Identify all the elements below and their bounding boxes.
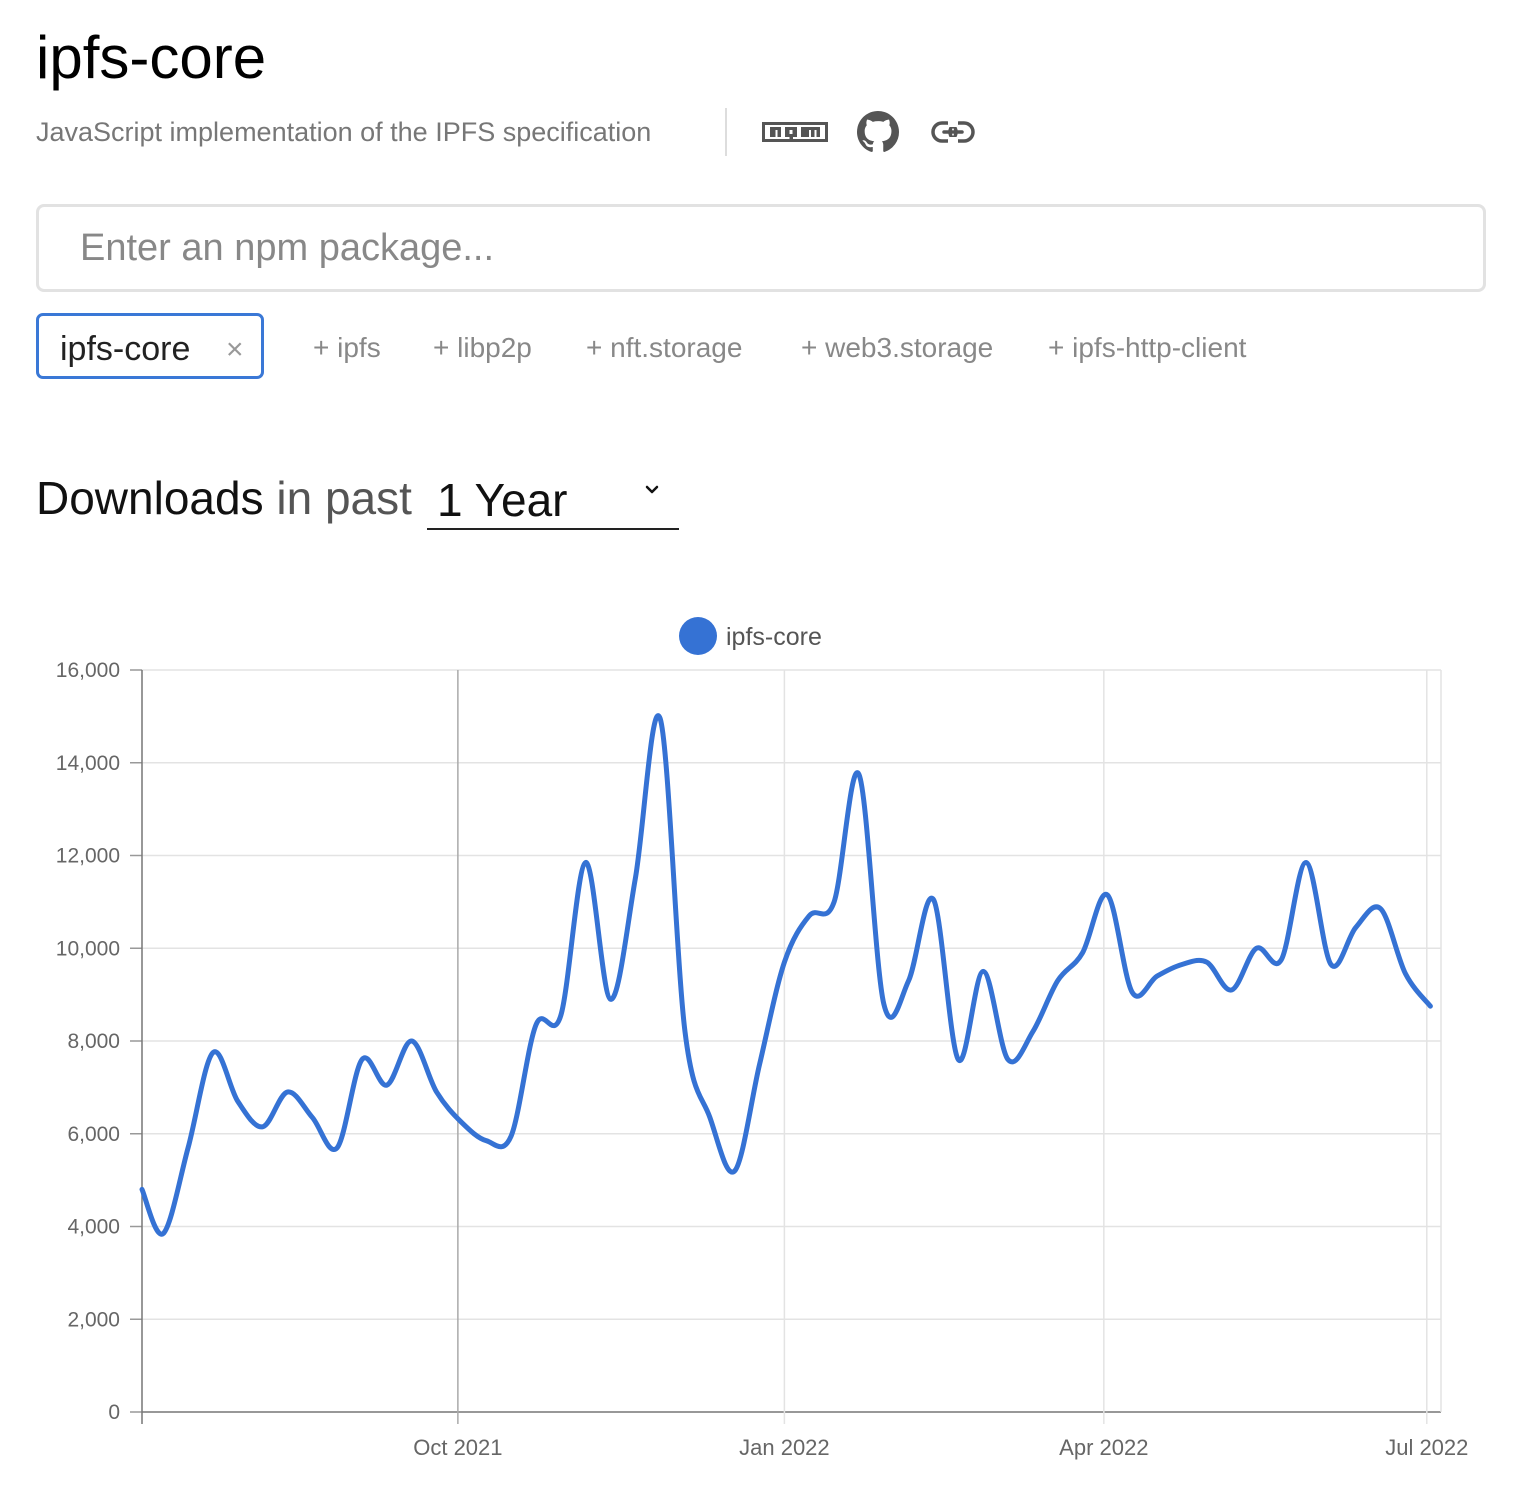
legend-marker <box>679 617 717 655</box>
x-tick-label: Jul 2022 <box>1385 1435 1468 1460</box>
downloads-heading: Downloads in past <box>36 470 412 526</box>
series-line-ipfs-core <box>139 713 1433 1237</box>
downloads-heading-light: in past <box>276 472 412 524</box>
y-tick-label: 2,000 <box>67 1308 120 1331</box>
y-tick-label: 10,000 <box>56 937 120 960</box>
period-value: 1 Year <box>437 474 568 526</box>
downloads-chart: 0 2,000 4,000 6,000 8,000 10,000 12,000 14,000 1… <box>56 617 1468 1460</box>
period-select[interactable]: 1 Year <box>427 468 679 530</box>
suggestion-ipfs-http-client[interactable]: + ipfs-http-client <box>1048 332 1247 363</box>
y-tick-label: 14,000 <box>56 752 120 775</box>
npm-icon[interactable] <box>762 120 828 151</box>
y-tick-label: 0 <box>108 1401 120 1424</box>
remove-package-button[interactable]: × <box>226 333 244 366</box>
link-icon[interactable] <box>930 116 976 153</box>
suggestion-ipfs[interactable]: + ipfs <box>313 332 381 363</box>
selected-package-chip[interactable]: ipfs-core × <box>36 313 264 379</box>
suggestion-web3-storage[interactable]: + web3.storage <box>801 332 994 363</box>
x-tick-label: Apr 2022 <box>1059 1435 1148 1460</box>
legend-label: ipfs-core <box>726 623 822 651</box>
header-divider <box>725 108 727 156</box>
github-icon[interactable] <box>857 111 899 158</box>
y-tick-label: 4,000 <box>67 1216 120 1239</box>
package-title: ipfs-core <box>36 24 267 91</box>
y-tick-label: 8,000 <box>67 1030 120 1053</box>
package-description: JavaScript implementation of the IPFS sp… <box>36 117 652 147</box>
suggestion-nft-storage[interactable]: + nft.storage <box>586 332 743 363</box>
chevron-down-icon <box>643 482 661 501</box>
downloads-heading-strong: Downloads <box>36 472 264 524</box>
x-tick-label: Oct 2021 <box>413 1435 502 1460</box>
y-tick-label: 12,000 <box>56 845 120 868</box>
y-tick-label: 6,000 <box>67 1123 120 1146</box>
selected-package-label: ipfs-core <box>60 330 191 368</box>
y-tick-label: 16,000 <box>56 659 120 682</box>
package-search-input[interactable] <box>36 204 1486 292</box>
suggestion-libp2p[interactable]: + libp2p <box>433 332 532 363</box>
x-tick-label: Jan 2022 <box>739 1435 830 1460</box>
